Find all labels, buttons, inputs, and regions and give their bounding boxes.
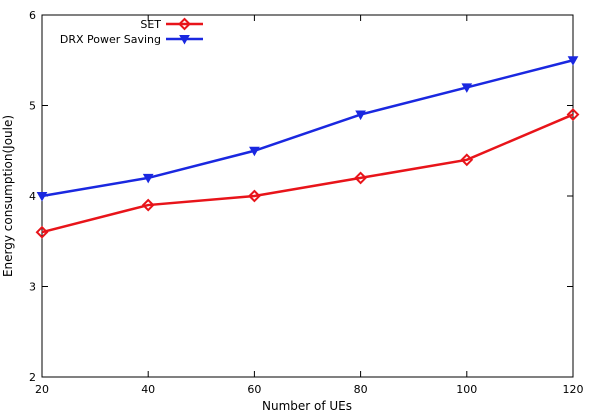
data-point xyxy=(247,189,261,203)
legend: SET DRX Power Saving xyxy=(60,17,203,46)
plot-frame xyxy=(41,14,574,378)
series-line xyxy=(41,59,574,198)
data-point xyxy=(355,110,366,121)
y-axis-label: Energy consumption(Joule) xyxy=(1,115,15,277)
data-point xyxy=(566,108,580,121)
legend-item: SET xyxy=(140,17,203,31)
x-axis-label: Number of UEs xyxy=(262,399,352,413)
x-tick-label: 120 xyxy=(563,383,584,396)
data-point xyxy=(354,171,368,185)
y-tick-label: 6 xyxy=(29,9,36,22)
data-point xyxy=(460,153,474,167)
series-1 xyxy=(36,56,579,202)
x-tick-label: 60 xyxy=(247,383,261,396)
data-point xyxy=(461,83,473,93)
y-tick-label: 4 xyxy=(29,190,36,203)
data-point xyxy=(35,225,49,239)
series-line xyxy=(41,113,574,234)
data-point xyxy=(141,198,155,212)
x-tick-label: 20 xyxy=(35,383,49,396)
y-tick-label: 3 xyxy=(29,281,36,294)
axis-ticks: 20 40 60 80 100 120 2 3 4 5 6 xyxy=(29,9,584,396)
x-tick-label: 40 xyxy=(141,383,155,396)
x-tick-label: 100 xyxy=(456,383,477,396)
x-tick-label: 80 xyxy=(354,383,368,396)
legend-label: SET xyxy=(140,18,161,31)
legend-label: DRX Power Saving xyxy=(60,33,161,46)
legend-marker xyxy=(178,17,191,31)
data-point xyxy=(36,192,48,202)
legend-marker xyxy=(179,35,190,45)
series-layer xyxy=(35,56,580,239)
data-point xyxy=(567,56,579,66)
data-point xyxy=(142,173,154,184)
y-tick-label: 2 xyxy=(29,371,36,384)
series-0 xyxy=(35,108,580,239)
data-point xyxy=(249,146,260,157)
y-tick-label: 5 xyxy=(29,100,36,113)
legend-item: DRX Power Saving xyxy=(60,33,203,46)
